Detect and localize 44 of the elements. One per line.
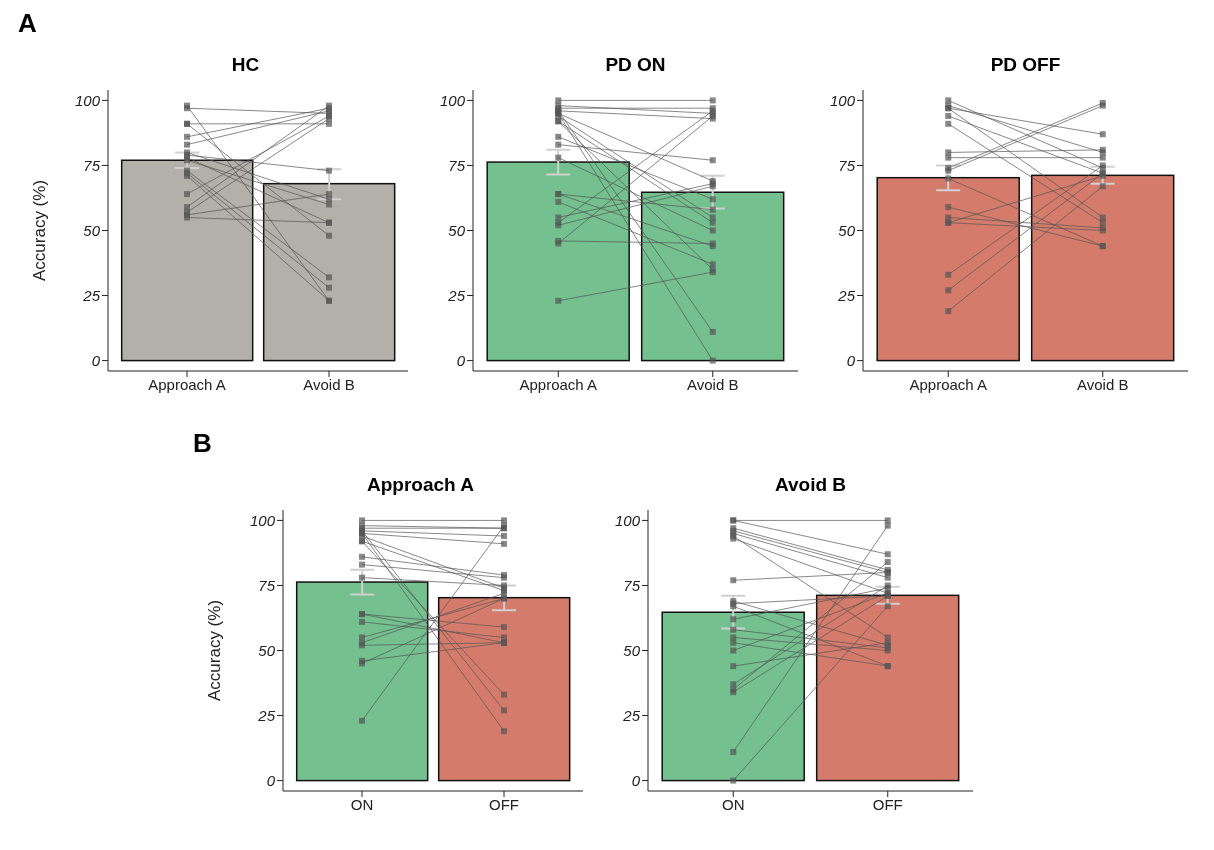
- text: A: [18, 8, 37, 39]
- y-axis-title: Accuracy (%): [30, 179, 50, 282]
- y-tick-label: 75: [448, 156, 466, 174]
- x-tick-label: Approach A: [519, 375, 598, 393]
- y-tick-label: 100: [439, 91, 466, 109]
- text: B: [193, 428, 212, 459]
- y-tick-label: 50: [258, 641, 276, 659]
- y-tick-label: 25: [257, 706, 276, 724]
- chart-title: Approach A: [366, 474, 475, 496]
- y-tick-label: 100: [614, 511, 641, 529]
- y-tick-label: 0: [631, 771, 641, 789]
- x-tick-label: OFF: [872, 795, 903, 813]
- y-tick-label: 75: [623, 576, 641, 594]
- x-tick-label: Avoid B: [1077, 375, 1129, 393]
- x-tick-label: Avoid B: [303, 375, 355, 393]
- chart-title: Avoid B: [773, 474, 848, 496]
- y-tick-label: 75: [838, 156, 856, 174]
- y-tick-label: 25: [622, 706, 641, 724]
- x-tick-label: Avoid B: [687, 375, 739, 393]
- chart-title: PD ON: [604, 54, 667, 76]
- y-tick-label: 50: [83, 221, 101, 239]
- y-tick-label: 50: [448, 221, 466, 239]
- y-tick-label: 25: [837, 286, 856, 304]
- x-tick-label: OFF: [489, 795, 519, 813]
- y-tick-label: 25: [447, 286, 466, 304]
- y-tick-label: 0: [266, 771, 276, 789]
- y-tick-label: 100: [829, 91, 856, 109]
- y-tick-label: 75: [258, 576, 276, 594]
- y-tick-label: 75: [83, 156, 101, 174]
- x-tick-label: ON: [350, 795, 374, 813]
- y-axis-title: Accuracy (%): [205, 599, 225, 702]
- y-tick-label: 0: [91, 351, 101, 369]
- y-tick-label: 0: [456, 351, 466, 369]
- x-tick-label: Approach A: [909, 375, 988, 393]
- y-tick-label: 25: [82, 286, 101, 304]
- y-tick-label: 100: [249, 511, 276, 529]
- y-tick-label: 50: [838, 221, 856, 239]
- chart-title: HC: [230, 54, 261, 76]
- x-tick-label: ON: [722, 795, 745, 813]
- x-tick-label: Approach A: [148, 375, 226, 393]
- y-tick-label: 0: [846, 351, 856, 369]
- y-tick-label: 100: [74, 91, 101, 109]
- y-tick-label: 50: [623, 641, 641, 659]
- chart-title: PD OFF: [989, 54, 1062, 76]
